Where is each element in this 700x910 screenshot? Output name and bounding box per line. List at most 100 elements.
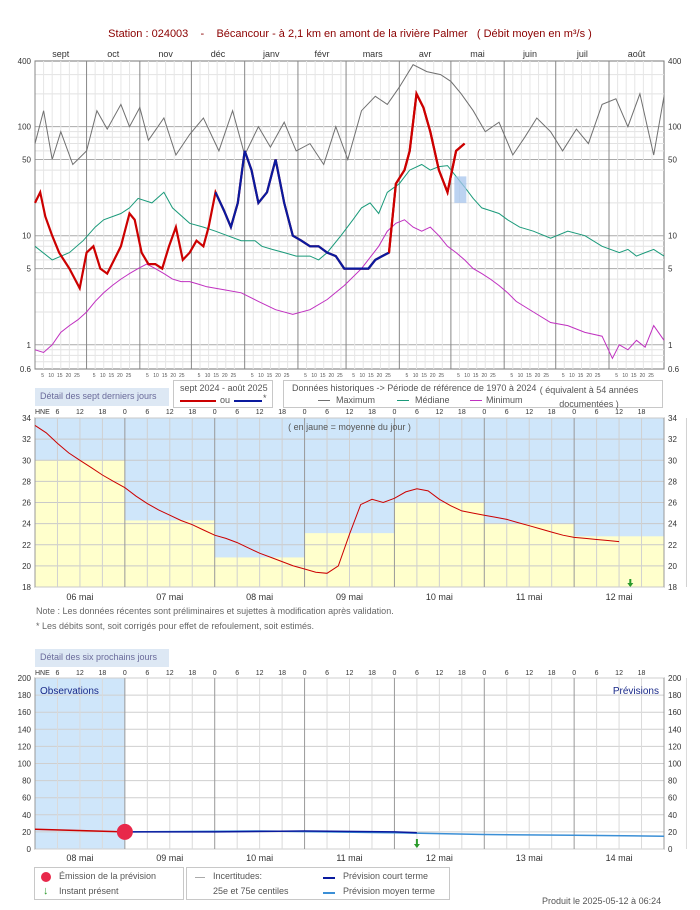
day-tick-label: 5	[615, 373, 618, 379]
annual-y-tick-label: 10	[22, 232, 31, 241]
centiles-label: 25e et 75e centiles	[213, 886, 289, 896]
maximum-legend-line	[318, 400, 330, 401]
seven-days-hour-label: 12	[615, 409, 623, 416]
day-tick-label: 25	[543, 373, 549, 379]
forecast-y-tick: 0	[27, 845, 32, 854]
forecast-day-label: 13 mai	[516, 853, 543, 863]
day-tick-label: 5	[562, 373, 565, 379]
forecast-hour-label: 12	[256, 670, 264, 677]
seven-days-hour-label: 18	[458, 409, 466, 416]
day-tick-label: 20	[481, 373, 487, 379]
forecast-hour-label: 12	[76, 670, 84, 677]
annual-y-tick-label-right: 10	[668, 232, 677, 241]
seven-days-day-label: 07 mai	[156, 592, 183, 602]
forecast-hour-label: 12	[435, 670, 443, 677]
forecast-day-label: 09 mai	[156, 853, 183, 863]
month-label: févr	[314, 49, 329, 59]
forecast-hour-label: 6	[235, 670, 239, 677]
forecast-hour-label: 6	[505, 670, 509, 677]
seven-days-hour-label: 12	[346, 409, 354, 416]
day-tick-label: 5	[93, 373, 96, 379]
unit-label: ( Débit moyen en m³/s )	[476, 28, 592, 40]
day-tick-label: 15	[421, 373, 427, 379]
title-separator: -	[200, 28, 205, 40]
forecast-hour-label: 6	[145, 670, 149, 677]
seven-days-flow-line	[34, 424, 620, 574]
forecast-y-tick: 140	[18, 725, 32, 734]
seven-days-hour-label: 12	[435, 409, 443, 416]
seven-days-y-tick-right: 18	[668, 583, 677, 592]
forecast-hour-label: 18	[368, 670, 376, 677]
forecast-hour-label: 0	[303, 670, 307, 677]
day-tick-label: 20	[275, 373, 281, 379]
day-tick-label: 5	[406, 373, 409, 379]
forecast-hour-label: 12	[615, 670, 623, 677]
seven-days-hour-label: 18	[98, 409, 106, 416]
yellow-mean-note: ( en jaune = moyenne du jour )	[288, 422, 411, 432]
seven-days-hour-label: 18	[278, 409, 286, 416]
day-tick-label: 10	[569, 373, 575, 379]
month-label: juil	[576, 49, 588, 59]
day-tick-label: 25	[231, 373, 237, 379]
station-code: Station : 024003	[108, 28, 189, 40]
forecast-y-tick-right: 60	[668, 794, 677, 803]
seven-days-y-tick: 18	[22, 583, 31, 592]
seven-days-detail-box[interactable]: Détail des sept derniers jours	[35, 388, 169, 406]
medium-term-legend-line	[323, 892, 335, 894]
day-tick-label: 15	[368, 373, 374, 379]
seven-days-hour-label: 18	[368, 409, 376, 416]
seven-days-day-label: 06 mai	[66, 592, 93, 602]
day-tick-label: 10	[518, 373, 524, 379]
forecast-y-tick-right: 160	[668, 708, 682, 717]
day-tick-label: 10	[153, 373, 159, 379]
forecast-label: Prévisions	[613, 686, 659, 697]
six-days-detail-label: Détail des six prochains jours	[40, 652, 158, 662]
current-legend-line	[180, 400, 216, 402]
emission-marker	[116, 823, 133, 840]
forecast-hour-label: 18	[98, 670, 106, 677]
day-tick-label: 5	[352, 373, 355, 379]
day-tick-label: 15	[213, 373, 219, 379]
forecast-hour-label: 6	[56, 670, 60, 677]
day-tick-label: 25	[385, 373, 391, 379]
seven-days-hour-label: 6	[325, 409, 329, 416]
seven-days-hour-label: 18	[188, 409, 196, 416]
day-tick-label: 20	[170, 373, 176, 379]
forecast-day-label: 14 mai	[606, 853, 633, 863]
annual-y-tick-label-right: 0.6	[668, 365, 680, 374]
forecast-hour-label: 6	[415, 670, 419, 677]
seven-days-day-label: 08 mai	[246, 592, 273, 602]
seven-days-day-label: 10 mai	[426, 592, 453, 602]
seven-days-y-tick: 20	[22, 562, 31, 571]
seven-days-y-tick-right: 32	[668, 435, 677, 444]
day-tick-label: 10	[413, 373, 419, 379]
day-tick-label: 20	[222, 373, 228, 379]
forecast-hour-label: 6	[595, 670, 599, 677]
emission-marker-icon	[41, 872, 51, 882]
forecast-hour-label: 0	[123, 670, 127, 677]
minimum-label: Minimum	[486, 395, 523, 405]
forecast-hour-label: 0	[213, 670, 217, 677]
forecast-y-tick-right: 140	[668, 725, 682, 734]
seven-days-hour-label: 0	[392, 409, 396, 416]
day-tick-label: 5	[510, 373, 513, 379]
forecast-hour-label: 0	[482, 670, 486, 677]
last-week-highlight	[454, 176, 467, 203]
seven-days-hne-label: HNE	[35, 409, 50, 416]
seven-days-hour-label: 0	[572, 409, 576, 416]
or-label: ou	[220, 395, 231, 405]
seven-days-hour-label: 6	[415, 409, 419, 416]
six-days-detail-box[interactable]: Détail des six prochains jours	[35, 649, 169, 667]
seven-days-y-tick-right: 20	[668, 562, 677, 571]
forecast-y-tick: 100	[18, 760, 32, 769]
current-year-legend: sept 2024 - août 2025 ou *	[173, 380, 273, 408]
minimum-legend-line	[470, 400, 482, 401]
day-tick-label: 15	[631, 373, 637, 379]
preliminary-note: Note : Les données récentes sont prélimi…	[36, 606, 394, 616]
day-tick-label: 20	[66, 373, 72, 379]
day-tick-label: 5	[457, 373, 460, 379]
seven-days-y-tick: 34	[22, 414, 31, 423]
seven-days-hour-label: 12	[166, 409, 174, 416]
star-label: *	[263, 393, 267, 403]
